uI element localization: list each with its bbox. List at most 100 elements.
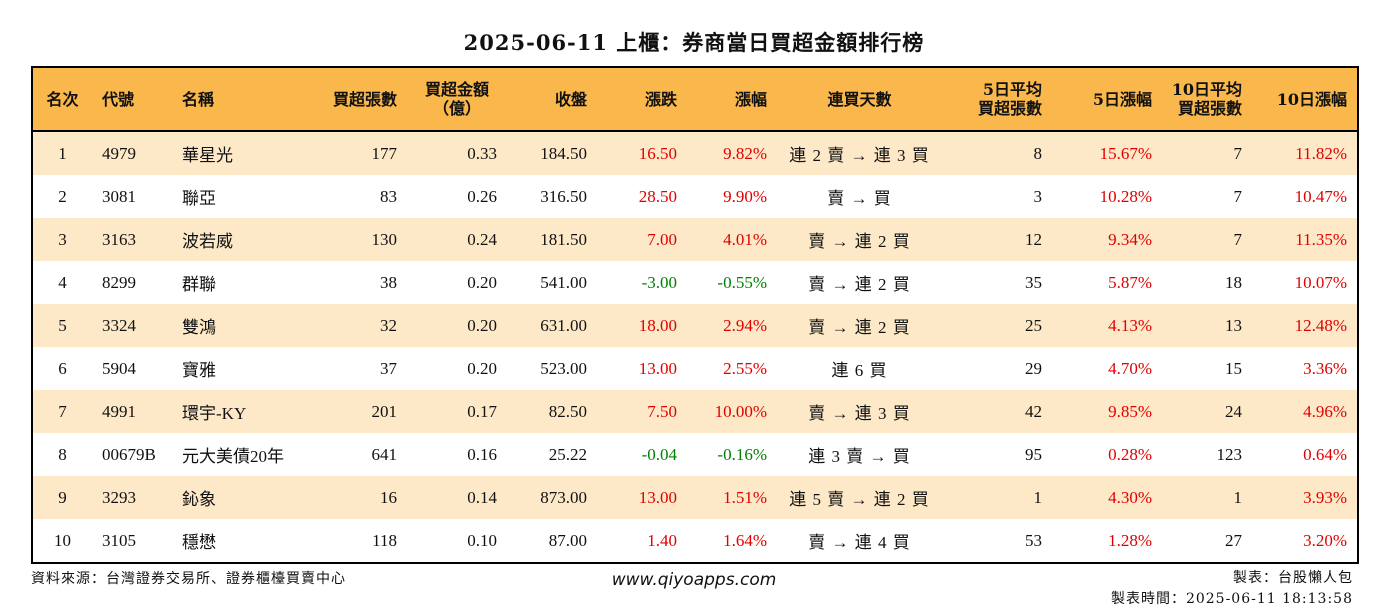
cell-change: 28.50 [597,175,687,218]
cell-avg10: 7 [1162,175,1252,218]
cell-pct5: 0.28% [1052,433,1162,476]
cell-change: 1.40 [597,519,687,563]
cell-pct5: 4.13% [1052,304,1162,347]
cell-rank: 6 [32,347,92,390]
table-row: 6 5904 寶雅 37 0.20 523.00 13.00 2.55% 連 6 買 29 4.70… [32,347,1358,390]
cell-name: 環宇-KY [172,390,312,433]
cell-name: 穩懋 [172,519,312,563]
ranking-table: 名次 代號 名稱 買超張數 買超金額 （億） 收盤 漲跌 漲幅 連買天數 5日平均… [31,66,1359,564]
cell-streak: 賣 → 連 2 買 [777,304,942,347]
cell-close: 316.50 [507,175,597,218]
header-streak: 連買天數 [777,67,942,132]
cell-pct: 2.55% [687,347,777,390]
cell-pct: 9.90% [687,175,777,218]
cell-buy-lots: 32 [312,304,407,347]
cell-close: 184.50 [507,131,597,175]
cell-pct5: 15.67% [1052,131,1162,175]
cell-pct10: 12.48% [1252,304,1358,347]
cell-avg5: 1 [942,476,1052,519]
cell-streak: 連 6 買 [777,347,942,390]
cell-rank: 7 [32,390,92,433]
cell-buy-amount: 0.24 [407,218,507,261]
cell-avg10: 1 [1162,476,1252,519]
cell-change: 16.50 [597,131,687,175]
cell-avg10: 123 [1162,433,1252,476]
timestamp: 製表時間：2025-06-11 18:13:58 [1110,591,1353,607]
cell-name: 華星光 [172,131,312,175]
cell-streak: 賣 → 連 4 買 [777,519,942,563]
header-buy-amount: 買超金額 （億） [407,67,507,132]
cell-rank: 2 [32,175,92,218]
cell-rank: 9 [32,476,92,519]
cell-streak: 連 3 賣 → 買 [777,433,942,476]
header-buy-lots: 買超張數 [312,67,407,132]
cell-code: 5904 [92,347,172,390]
header-name: 名稱 [172,67,312,132]
cell-buy-lots: 83 [312,175,407,218]
cell-pct5: 10.28% [1052,175,1162,218]
cell-avg5: 95 [942,433,1052,476]
cell-name: 元大美債20年 [172,433,312,476]
cell-rank: 4 [32,261,92,304]
cell-streak: 賣 → 連 2 買 [777,218,942,261]
header-avg10: 10日平均 買超張數 [1162,67,1252,132]
cell-avg10: 18 [1162,261,1252,304]
table-header-row: 名次 代號 名稱 買超張數 買超金額 （億） 收盤 漲跌 漲幅 連買天數 5日平均… [32,67,1358,132]
cell-buy-lots: 201 [312,390,407,433]
cell-code: 4991 [92,390,172,433]
cell-pct10: 3.36% [1252,347,1358,390]
cell-pct5: 9.85% [1052,390,1162,433]
cell-pct: 10.00% [687,390,777,433]
cell-streak: 連 2 賣 → 連 3 買 [777,131,942,175]
cell-buy-amount: 0.20 [407,261,507,304]
cell-change: 18.00 [597,304,687,347]
page-title: 2025-06-11 上櫃：券商當日買超金額排行榜 [463,30,925,55]
cell-name: 波若威 [172,218,312,261]
cell-pct: 2.94% [687,304,777,347]
header-avg5-line1: 5日平均 [982,80,1042,99]
cell-avg10: 7 [1162,131,1252,175]
cell-buy-lots: 16 [312,476,407,519]
cell-close: 631.00 [507,304,597,347]
cell-avg5: 35 [942,261,1052,304]
cell-pct5: 9.34% [1052,218,1162,261]
cell-rank: 1 [32,131,92,175]
cell-avg5: 53 [942,519,1052,563]
cell-pct5: 1.28% [1052,519,1162,563]
cell-avg5: 42 [942,390,1052,433]
cell-close: 25.22 [507,433,597,476]
cell-pct: 1.51% [687,476,777,519]
cell-pct10: 11.82% [1252,131,1358,175]
cell-pct10: 3.20% [1252,519,1358,563]
cell-rank: 5 [32,304,92,347]
cell-buy-amount: 0.16 [407,433,507,476]
cell-close: 873.00 [507,476,597,519]
header-avg10-line2: 買超張數 [1177,99,1242,118]
header-code: 代號 [92,67,172,132]
cell-pct10: 11.35% [1252,218,1358,261]
cell-buy-amount: 0.20 [407,347,507,390]
cell-pct: 4.01% [687,218,777,261]
cell-close: 523.00 [507,347,597,390]
table-row: 7 4991 環宇-KY 201 0.17 82.50 7.50 10.00% 賣 → 連 3 … [32,390,1358,433]
cell-buy-lots: 130 [312,218,407,261]
cell-buy-amount: 0.26 [407,175,507,218]
cell-avg5: 25 [942,304,1052,347]
cell-buy-lots: 118 [312,519,407,563]
cell-avg10: 13 [1162,304,1252,347]
website-link[interactable]: www.qiyoapps.com [611,570,777,590]
cell-pct10: 10.07% [1252,261,1358,304]
cell-code: 3081 [92,175,172,218]
cell-buy-lots: 37 [312,347,407,390]
cell-code: 3293 [92,476,172,519]
cell-close: 181.50 [507,218,597,261]
cell-streak: 連 5 賣 → 連 2 買 [777,476,942,519]
cell-pct5: 4.30% [1052,476,1162,519]
header-pct10: 10日漲幅 [1252,67,1358,132]
table-row: 10 3105 穩懋 118 0.10 87.00 1.40 1.64% 賣 → 連 4 買 53… [32,519,1358,563]
cell-name: 鈊象 [172,476,312,519]
cell-pct: -0.55% [687,261,777,304]
cell-pct5: 5.87% [1052,261,1162,304]
cell-close: 82.50 [507,390,597,433]
cell-change: 7.00 [597,218,687,261]
